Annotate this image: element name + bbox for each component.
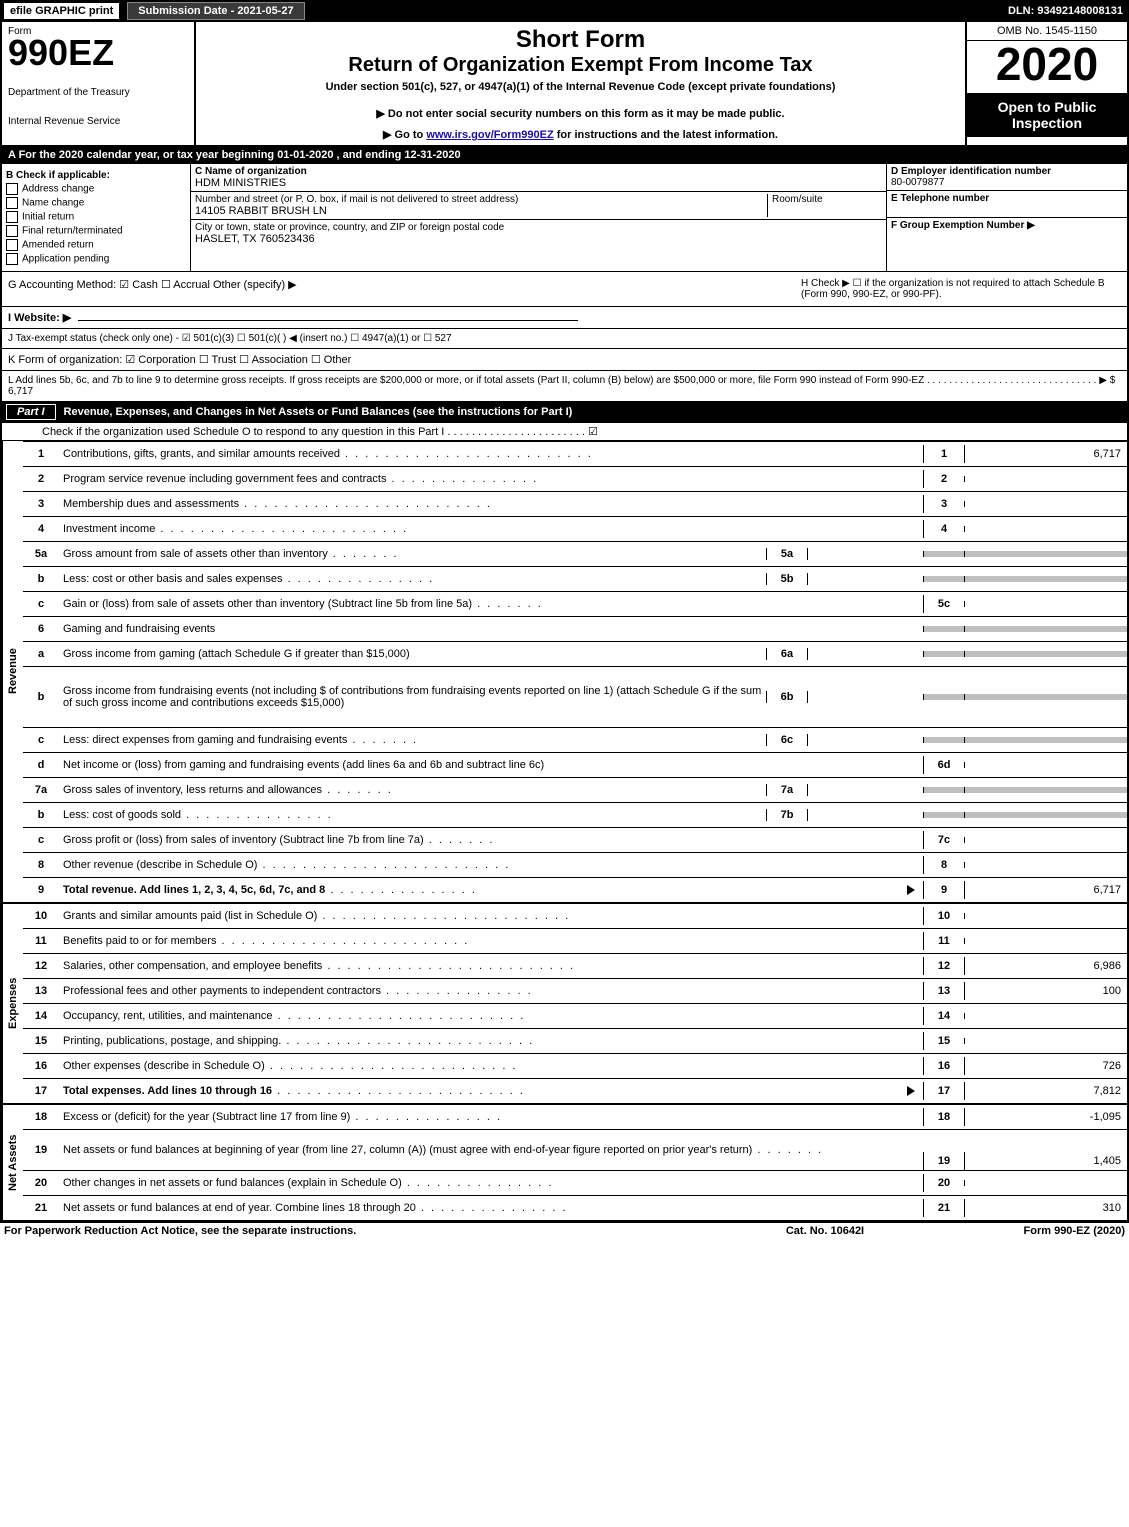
section-l-gross-receipts: L Add lines 5b, 6c, and 7b to line 9 to … bbox=[0, 371, 1129, 402]
efile-print-button[interactable]: efile GRAPHIC print bbox=[4, 3, 119, 19]
irs-link[interactable]: www.irs.gov/Form990EZ bbox=[426, 129, 553, 141]
addr-label: Number and street (or P. O. box, if mail… bbox=[195, 194, 767, 205]
instructions-link-row: ▶ Go to www.irs.gov/Form990EZ for instru… bbox=[204, 128, 957, 141]
form-title: Return of Organization Exempt From Incom… bbox=[204, 54, 957, 77]
check-initial-return[interactable]: Initial return bbox=[6, 211, 186, 223]
part1-header: Part I Revenue, Expenses, and Changes in… bbox=[0, 402, 1129, 423]
open-to-public-badge: Open to Public Inspection bbox=[967, 93, 1127, 137]
footer-paperwork-notice: For Paperwork Reduction Act Notice, see … bbox=[4, 1225, 725, 1237]
city-label: City or town, state or province, country… bbox=[195, 222, 504, 233]
footer-cat-no: Cat. No. 10642I bbox=[725, 1225, 925, 1237]
arrow-icon bbox=[907, 1086, 915, 1096]
check-application-pending[interactable]: Application pending bbox=[6, 253, 186, 265]
section-k-form-org: K Form of organization: ☑ Corporation ☐ … bbox=[0, 349, 1129, 371]
section-e-label: E Telephone number bbox=[891, 193, 1123, 204]
line-2: 2Program service revenue including gover… bbox=[23, 466, 1127, 491]
part1-check-row: Check if the organization used Schedule … bbox=[0, 423, 1129, 441]
line-6d: dNet income or (loss) from gaming and fu… bbox=[23, 752, 1127, 777]
line-12: 12Salaries, other compensation, and empl… bbox=[23, 953, 1127, 978]
ssn-warning: ▶ Do not enter social security numbers o… bbox=[204, 107, 957, 120]
footer-form-ref: Form 990-EZ (2020) bbox=[925, 1225, 1125, 1237]
irs-label: Internal Revenue Service bbox=[8, 116, 188, 127]
line-9: 9Total revenue. Add lines 1, 2, 3, 4, 5c… bbox=[23, 877, 1127, 902]
org-street: 14105 RABBIT BRUSH LN bbox=[195, 205, 767, 217]
section-def: D Employer identification number 80-0079… bbox=[886, 164, 1127, 271]
header-center: Short Form Return of Organization Exempt… bbox=[196, 22, 965, 145]
section-c-org-info: C Name of organization HDM MINISTRIES Nu… bbox=[191, 164, 886, 271]
line-6: 6Gaming and fundraising events bbox=[23, 616, 1127, 641]
line-16: 16Other expenses (describe in Schedule O… bbox=[23, 1053, 1127, 1078]
line-18: 18Excess or (deficit) for the year (Subt… bbox=[23, 1105, 1127, 1129]
line-7c: cGross profit or (loss) from sales of in… bbox=[23, 827, 1127, 852]
section-a-tax-year: A For the 2020 calendar year, or tax yea… bbox=[0, 147, 1129, 164]
check-name-change[interactable]: Name change bbox=[6, 197, 186, 209]
section-d-label: D Employer identification number bbox=[891, 166, 1123, 177]
form-subtitle: Under section 501(c), 527, or 4947(a)(1)… bbox=[204, 81, 957, 93]
website-input[interactable] bbox=[78, 320, 578, 321]
tax-year: 2020 bbox=[967, 41, 1127, 87]
expenses-section: Expenses 10Grants and similar amounts pa… bbox=[0, 902, 1129, 1103]
form-header: Form 990EZ Department of the Treasury In… bbox=[0, 22, 1129, 147]
check-address-change[interactable]: Address change bbox=[6, 183, 186, 195]
revenue-section: Revenue 1Contributions, gifts, grants, a… bbox=[0, 441, 1129, 902]
line-13: 13Professional fees and other payments t… bbox=[23, 978, 1127, 1003]
org-city: HASLET, TX 760523436 bbox=[195, 233, 315, 245]
line-5a: 5aGross amount from sale of assets other… bbox=[23, 541, 1127, 566]
section-b-checkboxes: B Check if applicable: Address change Na… bbox=[2, 164, 191, 271]
part1-title: Revenue, Expenses, and Changes in Net As… bbox=[64, 406, 573, 418]
ein-value: 80-0079877 bbox=[891, 177, 1123, 188]
line-15: 15Printing, publications, postage, and s… bbox=[23, 1028, 1127, 1053]
line-4: 4Investment income4 bbox=[23, 516, 1127, 541]
line-10: 10Grants and similar amounts paid (list … bbox=[23, 904, 1127, 928]
short-form-title: Short Form bbox=[204, 26, 957, 54]
line-6a: aGross income from gaming (attach Schedu… bbox=[23, 641, 1127, 666]
header-right: OMB No. 1545-1150 2020 Open to Public In… bbox=[965, 22, 1127, 145]
room-label: Room/suite bbox=[772, 194, 882, 205]
part1-badge: Part I bbox=[6, 404, 56, 420]
section-j-tax-exempt: J Tax-exempt status (check only one) - ☑… bbox=[0, 329, 1129, 349]
link-suffix: for instructions and the latest informat… bbox=[557, 129, 778, 141]
check-amended-return[interactable]: Amended return bbox=[6, 239, 186, 251]
net-assets-vlabel: Net Assets bbox=[2, 1105, 23, 1220]
expenses-vlabel: Expenses bbox=[2, 904, 23, 1103]
dln-label: DLN: 93492148008131 bbox=[1008, 5, 1129, 17]
line-7a: 7aGross sales of inventory, less returns… bbox=[23, 777, 1127, 802]
header-left: Form 990EZ Department of the Treasury In… bbox=[2, 22, 196, 145]
line-7b: bLess: cost of goods sold7b bbox=[23, 802, 1127, 827]
line-3: 3Membership dues and assessments3 bbox=[23, 491, 1127, 516]
page-footer: For Paperwork Reduction Act Notice, see … bbox=[0, 1222, 1129, 1239]
line-8: 8Other revenue (describe in Schedule O)8 bbox=[23, 852, 1127, 877]
line-20: 20Other changes in net assets or fund ba… bbox=[23, 1170, 1127, 1195]
line-14: 14Occupancy, rent, utilities, and mainte… bbox=[23, 1003, 1127, 1028]
section-c-label: C Name of organization bbox=[195, 166, 307, 177]
revenue-vlabel: Revenue bbox=[2, 441, 23, 902]
line-19: 19Net assets or fund balances at beginni… bbox=[23, 1129, 1127, 1170]
department-label: Department of the Treasury bbox=[8, 87, 188, 98]
section-b-label: B Check if applicable: bbox=[6, 170, 186, 181]
top-bar: efile GRAPHIC print Submission Date - 20… bbox=[0, 0, 1129, 22]
arrow-icon bbox=[907, 885, 915, 895]
section-i-website: I Website: ▶ bbox=[0, 307, 1129, 329]
line-6c: cLess: direct expenses from gaming and f… bbox=[23, 727, 1127, 752]
section-f-label: F Group Exemption Number ▶ bbox=[891, 220, 1123, 231]
section-h-schedule-b: H Check ▶ ☐ if the organization is not r… bbox=[801, 278, 1121, 300]
submission-date: Submission Date - 2021-05-27 bbox=[127, 2, 304, 20]
line-5b: bLess: cost or other basis and sales exp… bbox=[23, 566, 1127, 591]
line-21: 21Net assets or fund balances at end of … bbox=[23, 1195, 1127, 1220]
section-g-accounting: G Accounting Method: ☑ Cash ☐ Accrual Ot… bbox=[8, 278, 801, 300]
line-5c: cGain or (loss) from sale of assets othe… bbox=[23, 591, 1127, 616]
line-6b: bGross income from fundraising events (n… bbox=[23, 666, 1127, 727]
org-name: HDM MINISTRIES bbox=[195, 177, 286, 189]
line-1: 1Contributions, gifts, grants, and simil… bbox=[23, 441, 1127, 466]
line-17: 17Total expenses. Add lines 10 through 1… bbox=[23, 1078, 1127, 1103]
line-11: 11Benefits paid to or for members11 bbox=[23, 928, 1127, 953]
link-prefix: ▶ Go to bbox=[383, 129, 426, 141]
net-assets-section: Net Assets 18Excess or (deficit) for the… bbox=[0, 1103, 1129, 1222]
form-number: 990EZ bbox=[8, 37, 188, 69]
check-final-return[interactable]: Final return/terminated bbox=[6, 225, 186, 237]
section-bcdef: B Check if applicable: Address change Na… bbox=[0, 164, 1129, 272]
